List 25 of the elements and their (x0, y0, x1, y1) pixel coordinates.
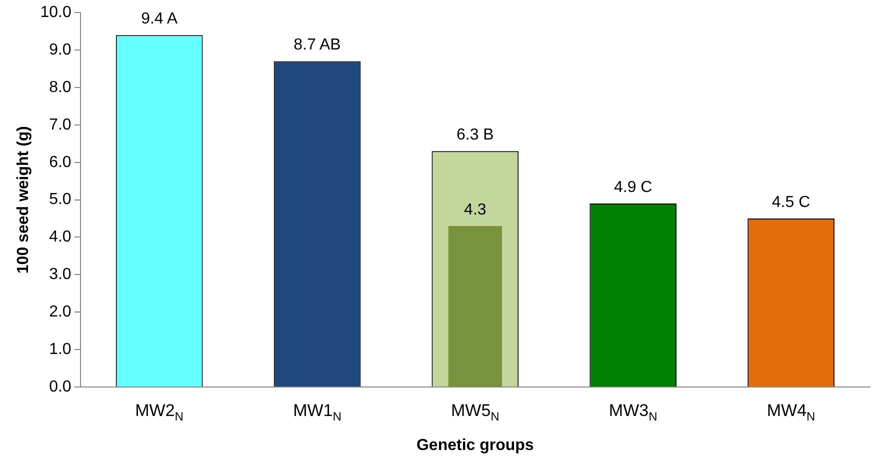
bar (448, 226, 502, 386)
y-tick-label: 5.0 (49, 191, 72, 208)
x-tick-label: MW1$_{N}$ (293, 401, 342, 424)
x-tick-label: MW5$_{N}$ (450, 401, 500, 424)
y-tick-label: 1.0 (49, 340, 72, 358)
y-tick-label: 10.0 (40, 4, 72, 22)
data-label: 4.9 C (614, 178, 652, 196)
x-tick-label: MW4$_{N}$ (766, 401, 816, 424)
y-tick-label: 9.0 (49, 41, 72, 58)
x-axis-title: Genetic groups (416, 437, 534, 455)
y-tick-label: 7.0 (49, 116, 72, 134)
data-label: 4.5 C (772, 194, 810, 211)
data-label: 9.4 A (141, 10, 178, 28)
data-label: 4.3 (464, 201, 486, 218)
y-tick-label: 0.0 (49, 378, 72, 396)
data-label: 6.3 B (456, 126, 494, 144)
x-tick-label: MW2$_{N}$ (135, 401, 184, 424)
y-tick-label: 2.0 (49, 304, 72, 321)
y-tick-label: 6.0 (49, 154, 72, 171)
data-label: 8.7 AB (294, 36, 341, 54)
y-axis-title: 100 seed weight (g) (15, 126, 32, 274)
y-tick-label: 8.0 (49, 78, 72, 96)
y-tick-label: 4.0 (49, 228, 72, 246)
y-tick-label: 3.0 (49, 266, 72, 284)
x-tick-label: MW3$_{N}$ (608, 401, 658, 424)
